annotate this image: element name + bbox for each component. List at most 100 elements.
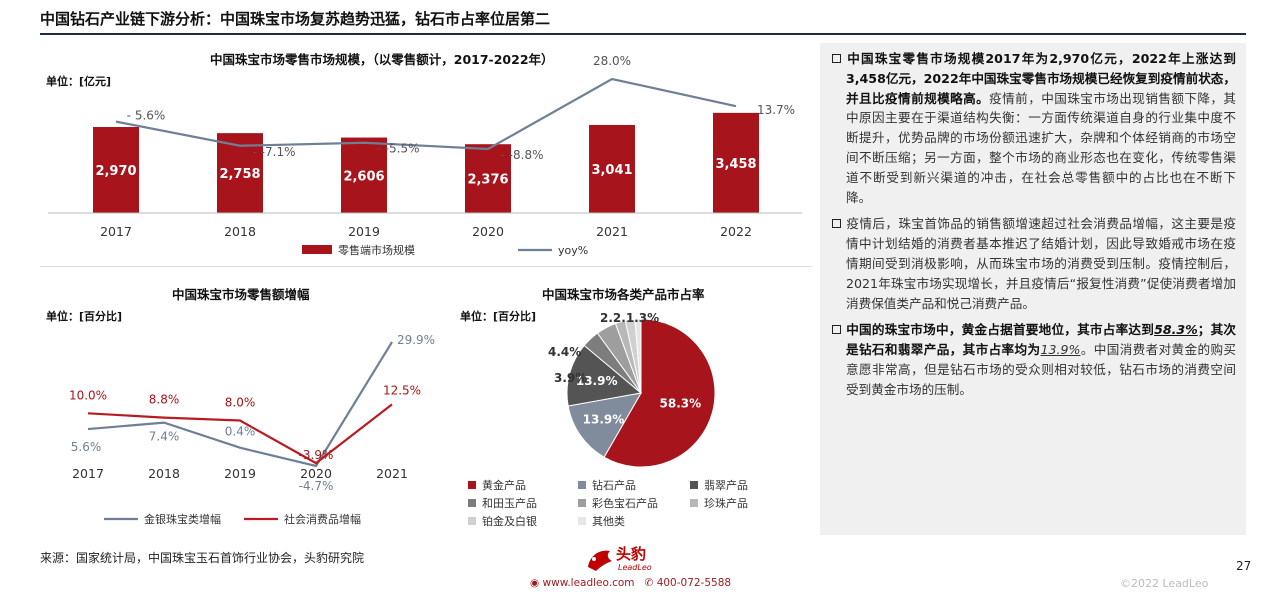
slice-value-label: 13.9% xyxy=(576,374,618,388)
paragraph-body: 。中国消费者对黄金的购买意愿非常高，但是钻石市场的受众则相对较低，钻石市场的消费… xyxy=(846,342,1237,397)
x-tick-label: 2022 xyxy=(720,224,752,239)
market-size-chart-panel: 中国珠宝市场零售市场规模，（以零售额计，2017-2022年） 单位：[亿元] … xyxy=(40,43,812,267)
phone-icon: ✆ xyxy=(644,577,654,589)
slice-value-label: 13.9% xyxy=(583,412,625,426)
jewelry-value-label: 29.9% xyxy=(397,333,435,347)
slice-value-label: 2.2.1.3% xyxy=(600,311,659,325)
jewelry-value-label: -4.7% xyxy=(299,479,334,493)
share-pie-chart: 58.3%13.9%13.9%3.9%4.4%2.2.1.3%黄金产品 钻石产品翡… xyxy=(468,311,748,528)
legend-label: 钻石产品 xyxy=(592,478,636,492)
pie-slice xyxy=(566,344,643,407)
legend-swatch xyxy=(578,517,586,525)
market-size-chart: 2,970 2017 2,758 2018 2,606 2019 2,376 2020 3,04… xyxy=(48,54,802,257)
slice-value-label: 58.3% xyxy=(660,396,702,410)
jewelry-value-label: 0.4% xyxy=(225,425,256,439)
x-tick-label: 2017 xyxy=(100,224,132,239)
paragraph-lead: 中国的珠宝市场中，黄金占据首要地位，其市占率达到 xyxy=(846,322,1155,338)
bar xyxy=(465,144,511,213)
checkbox-bullet-icon xyxy=(832,54,841,63)
bar-value-label: 3,041 xyxy=(591,163,632,178)
growth-chart-panel: 中国珠宝市场零售额增幅 单位：[百分比] 5.6% 7.4% 0.4% -4.7% 29… xyxy=(40,276,440,542)
checkbox-bullet-icon xyxy=(832,325,841,335)
x-tick-label: 2018 xyxy=(224,224,256,239)
checkbox-bullet-icon xyxy=(832,219,841,229)
yoy-value-label: 28.0% xyxy=(593,54,631,68)
page-title: 中国钻石产业链下游分析：中国珠宝市场复苏趋势迅猛，钻石市占率位居第二 xyxy=(40,10,551,28)
legend-swatch xyxy=(578,481,586,489)
legend-label: 其他类 xyxy=(592,514,625,528)
bar xyxy=(93,127,139,213)
bar xyxy=(713,112,759,213)
x-tick-label: 2017 xyxy=(72,466,104,481)
chart-unit: 单位：[亿元] xyxy=(46,75,112,88)
pie-slice xyxy=(567,392,642,458)
bar-value-label: 2,376 xyxy=(467,173,508,188)
jewelry-value-label: 7.4% xyxy=(149,430,180,444)
legend-label: 珍珠产品 xyxy=(704,496,748,510)
legend-swatch xyxy=(468,499,476,507)
logo-subtext: LeadLeo xyxy=(618,563,652,572)
yoy-value-label: - -7.1% xyxy=(253,145,296,159)
page-number: 27 xyxy=(1236,559,1252,573)
legend-swatch xyxy=(578,499,586,507)
legend-swatch xyxy=(468,517,476,525)
title-divider xyxy=(40,33,1246,35)
copyright: ©2022 LeadLeo xyxy=(1120,577,1209,590)
analysis-paragraph: 疫情后，珠宝首饰品的销售额增速超过社会消费品增幅，这主要是疫情中计划结婚的消费者… xyxy=(830,214,1236,313)
share-chart-panel: 中国珠宝市场各类产品市占率 单位：[百分比] 58.3% 13.9% 13.9% 3.… xyxy=(448,276,812,542)
logo-text: 头豹 xyxy=(616,545,647,563)
growth-chart: 5.6% 7.4% 0.4% -4.7% 29.9% 10.0% 8.8% 8.0% -3.9%… xyxy=(69,333,435,526)
x-tick-label: 2021 xyxy=(596,224,628,239)
paragraph-body: 疫情后，珠宝首饰品的销售额增速超过社会消费品增幅，这主要是疫情中计划结婚的消费者… xyxy=(846,216,1236,311)
legend-label: 翡翠产品 xyxy=(704,478,748,492)
slice-value-label: 3.9% xyxy=(554,371,587,385)
website-link[interactable]: www.leadleo.com xyxy=(542,577,635,589)
yoy-line xyxy=(115,77,737,151)
paragraph-lead: 中国珠宝零售市场规模2017年为2,970亿元，2022年上涨达到3,458亿元… xyxy=(846,51,1236,106)
chart-unit: 单位：[百分比] xyxy=(460,310,537,323)
yoy-value-label: - -8.8% xyxy=(501,148,544,162)
legend-label: 金银珠宝类增幅 xyxy=(144,512,221,526)
bar xyxy=(589,124,635,213)
slice-value-label: 4.4% xyxy=(548,345,581,359)
yoy-value-label: 13.7% xyxy=(757,103,795,117)
chart-unit: 单位：[百分比] xyxy=(46,310,123,323)
legend-swatch xyxy=(690,499,698,507)
x-tick-label: 2019 xyxy=(348,224,380,239)
consumer-value-label: 10.0% xyxy=(69,388,107,402)
pie-slice xyxy=(634,318,642,394)
bar xyxy=(341,137,387,213)
highlight-value: 58.3% xyxy=(1154,322,1198,338)
bar-value-label: 2,758 xyxy=(219,167,260,182)
chart-title: 中国珠宝市场零售市场规模，（以零售额计，2017-2022年） xyxy=(210,52,554,67)
jewelry-value-label: 5.6% xyxy=(71,440,102,454)
consumer-value-label: -3.9% xyxy=(299,448,334,462)
leadleo-logo-icon xyxy=(588,550,612,571)
jewelry-line xyxy=(87,341,393,468)
phone-number: 400-072-5588 xyxy=(656,577,732,589)
x-tick-label: 2020 xyxy=(300,466,332,481)
source-note: 来源：国家统计局，中国珠宝玉石首饰行业协会，头豹研究院 xyxy=(40,551,365,565)
consumer-goods-line xyxy=(87,403,393,465)
legend-label: 彩色宝石产品 xyxy=(592,496,658,510)
yoy-value-label: - 5.6% xyxy=(127,109,166,123)
highlight-value: 13.9% xyxy=(1040,342,1081,358)
legend-label: 零售端市场规模 xyxy=(338,243,415,257)
legend-label: 和田玉产品 xyxy=(482,496,537,510)
analysis-text-panel: 中国珠宝零售市场规模2017年为2,970亿元，2022年上涨达到3,458亿元… xyxy=(820,43,1246,535)
pie-slice xyxy=(603,318,716,468)
legend-label: yoy% xyxy=(558,244,588,257)
analysis-paragraph: 中国珠宝零售市场规模2017年为2,970亿元，2022年上涨达到3,458亿元… xyxy=(830,49,1236,207)
chart-title: 中国珠宝市场零售额增幅 xyxy=(172,287,310,302)
analysis-paragraph: 中国的珠宝市场中，黄金占据首要地位，其市占率达到58.3%；其次是钻石和翡翠产品… xyxy=(830,320,1236,399)
legend-swatch-bar xyxy=(302,245,332,254)
consumer-value-label: 8.8% xyxy=(149,393,180,407)
x-tick-label: 2018 xyxy=(148,466,180,481)
consumer-value-label: 8.0% xyxy=(225,395,256,409)
legend-label: 铂金及白银 xyxy=(482,514,537,528)
x-tick-label: 2019 xyxy=(224,466,256,481)
bar-value-label: 2,606 xyxy=(343,169,384,184)
legend-label: 黄金产品 xyxy=(482,478,526,492)
bar-value-label: 3,458 xyxy=(715,157,756,172)
footer-contact: ◉ www.leadleo.com ✆ 400-072-5588 xyxy=(530,577,731,589)
